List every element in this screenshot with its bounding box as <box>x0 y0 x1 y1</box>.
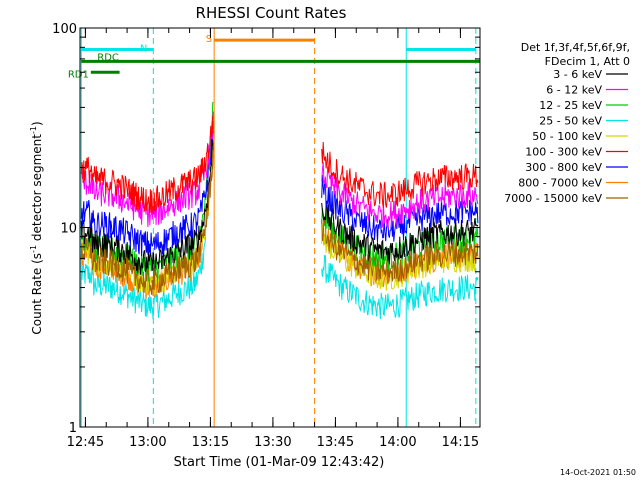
vertical-markers <box>80 28 477 427</box>
x-tick-label: 14:15 <box>442 435 479 450</box>
series-lines <box>80 101 479 320</box>
legend-items: 3 - 6 keV 6 - 12 keV 12 - 25 keV 25 - 50 ke… <box>504 68 628 205</box>
x-tick-label: 13:30 <box>254 435 291 450</box>
series-line-pre <box>80 144 214 295</box>
chart-title: RHESSI Count Rates <box>196 4 347 22</box>
flag-label: RDC <box>97 52 119 63</box>
series-line-post <box>321 141 479 208</box>
y-tick-label: 1 <box>69 421 77 436</box>
x-axis-label: Start Time (01-Mar-09 12:43:42) <box>174 455 385 470</box>
series-line-post <box>321 219 479 284</box>
flag-bars: N S RDC RD1 <box>68 34 480 80</box>
series-line-post <box>321 161 479 230</box>
legend: Det 1f,3f,4f,5f,6f,9f, FDecim 1, Att 0 3… <box>504 41 630 205</box>
y-tick-label: 10 <box>60 222 77 237</box>
y-axis-label: Count Rate (s-1 detector segment-1) <box>29 121 44 334</box>
x-tick-label: 13:00 <box>129 435 166 450</box>
y-axis-ticks: 1 10 100 <box>52 22 480 436</box>
series-line-post <box>321 223 479 291</box>
series-line-post <box>321 255 479 320</box>
flag-label: N <box>140 44 147 55</box>
y-axis-label-sup2: -1 <box>29 126 38 134</box>
y-axis-label-main: Count Rate (s <box>30 253 44 335</box>
x-tick-label: 13:45 <box>317 435 354 450</box>
legend-label: 800 - 7000 keV <box>518 177 602 190</box>
legend-label: 300 - 800 keV <box>525 161 602 174</box>
legend-label: 100 - 300 keV <box>525 146 602 159</box>
flag-label: S <box>206 34 212 45</box>
series-line-pre <box>80 115 214 216</box>
legend-label: 6 - 12 keV <box>546 84 602 97</box>
legend-label: 3 - 6 keV <box>553 68 602 81</box>
legend-label: 25 - 50 keV <box>539 115 602 128</box>
legend-label: 12 - 25 keV <box>539 99 602 112</box>
footer-timestamp: 14-Oct-2021 01:50 <box>560 468 636 477</box>
flag-label: RD1 <box>68 69 89 80</box>
x-axis-ticks: 12:45 13:00 13:15 13:30 13:45 14:00 14:15 <box>67 28 479 450</box>
y-axis-label-sup1: -1 <box>29 245 38 253</box>
y-axis-label-mid: detector segment <box>30 134 44 245</box>
x-tick-label: 14:00 <box>379 435 416 450</box>
y-tick-label: 100 <box>52 22 77 37</box>
y-axis-label-end: ) <box>30 121 44 126</box>
legend-header-line2: FDecim 1, Att 0 <box>545 55 630 68</box>
legend-label: 50 - 100 keV <box>532 130 602 143</box>
x-tick-label: 12:45 <box>67 435 104 450</box>
series-line-pre <box>80 125 214 257</box>
legend-label: 7000 - 15000 keV <box>504 192 602 205</box>
legend-header-line1: Det 1f,3f,4f,5f,6f,9f, <box>521 41 630 54</box>
x-tick-label: 13:15 <box>192 435 229 450</box>
